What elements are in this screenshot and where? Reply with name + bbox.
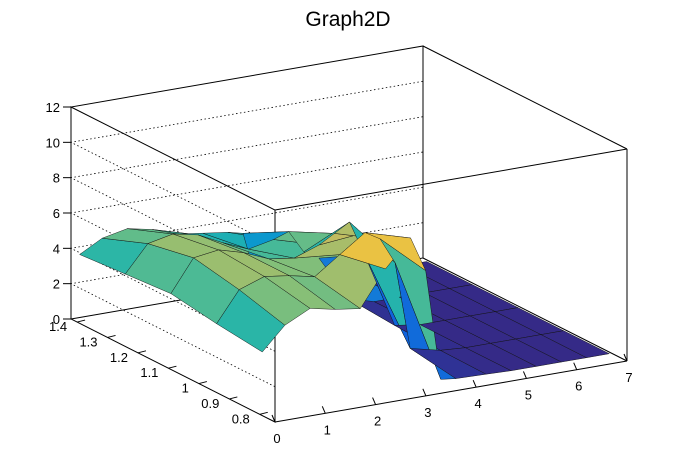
y-tick-label: 0.9 [201,396,219,411]
z-tick-label: 4 [53,241,60,256]
y-tick-label: 1 [182,381,189,396]
y-tick-mark [76,319,86,323]
x-tick-label: 6 [575,379,582,394]
z-gridline [69,80,424,246]
y-tick-mark [107,334,116,338]
y-tick-mark [198,381,208,385]
x-tick-label: 4 [475,396,482,411]
front-frame [274,45,628,423]
x-tick-mark [623,353,628,362]
x-tick-mark [472,379,477,388]
x-tick-label: 7 [625,370,632,385]
x-tick-label: 2 [374,414,381,429]
z-tick-label: 2 [53,277,60,292]
y-tick-mark [229,396,238,400]
x-tick-label: 0 [273,431,280,446]
y-tick-mark [168,365,177,369]
y-tick-mark [259,411,268,415]
x-tick-mark [422,388,427,397]
z-tick-label: 10 [46,135,60,150]
chart-title: Graph2D [305,8,390,31]
x-tick-mark [372,397,377,405]
y-tick-label: 0.8 [232,411,250,426]
x-tick-mark [522,371,527,379]
x-tick-label: 5 [525,387,532,402]
z-tick-label: 12 [46,100,60,115]
surface-mesh [79,221,610,380]
z-tick-label: 6 [53,206,60,221]
x-tick-label: 1 [324,422,331,437]
frame-edge [274,148,628,211]
z-tick-label: 0 [53,312,60,327]
z-tick-label: 8 [53,171,60,186]
y-tick-label: 1.3 [79,334,97,349]
x-tick-mark [271,414,276,423]
frame-edge [274,360,628,423]
x-tick-mark [321,406,326,414]
x-tick-label: 3 [424,405,431,420]
frame-edge [422,257,628,362]
frame-edge [422,45,628,150]
y-tick-label: 1.4 [49,319,67,334]
y-tick-label: 1.2 [110,350,128,365]
x-tick-mark [573,362,578,370]
surface-cell [540,330,610,358]
y-tick-mark [137,350,147,354]
y-tick-label: 1.1 [140,365,158,380]
